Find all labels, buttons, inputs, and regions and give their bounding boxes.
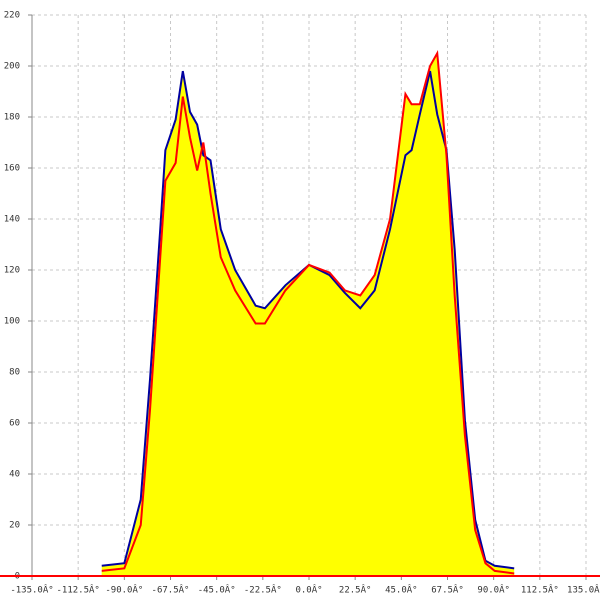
- y-tick-label: 100: [4, 317, 20, 327]
- x-tick-label: -22.5Â°: [244, 584, 282, 596]
- y-tick-label: 200: [4, 62, 20, 72]
- y-tick-label: 80: [9, 368, 20, 378]
- y-tick-label: 220: [4, 11, 20, 21]
- area-fill: [101, 53, 515, 576]
- y-tick-label: 180: [4, 113, 20, 123]
- x-tick-label: -112.5Â°: [56, 584, 99, 596]
- series-line: [101, 49, 515, 575]
- y-tick-label: 40: [9, 470, 20, 480]
- axes: 020406080100120140160180200220-135.0Â°-1…: [0, 11, 600, 596]
- y-tick-label: 20: [9, 521, 20, 531]
- x-tick-label: -90.0Â°: [105, 584, 143, 596]
- x-tick-label: -135.0Â°: [10, 584, 53, 596]
- y-tick-label: 140: [4, 215, 20, 225]
- x-tick-label: 0.0Â°: [295, 584, 322, 596]
- y-tick-label: 160: [4, 164, 20, 174]
- x-tick-label: -67.5Â°: [152, 584, 190, 596]
- x-tick-label: 135.0Â°: [567, 584, 600, 596]
- y-tick-label: 120: [4, 266, 20, 276]
- x-tick-label: 90.0Â°: [477, 584, 510, 596]
- x-tick-label: 67.5Â°: [431, 584, 464, 596]
- x-tick-label: -45.0Â°: [198, 584, 236, 596]
- x-tick-label: 22.5Â°: [339, 584, 372, 596]
- y-tick-label: 60: [9, 419, 20, 429]
- x-tick-label: 45.0Â°: [385, 584, 418, 596]
- x-tick-label: 112.5Â°: [521, 584, 559, 596]
- plot: [101, 49, 515, 576]
